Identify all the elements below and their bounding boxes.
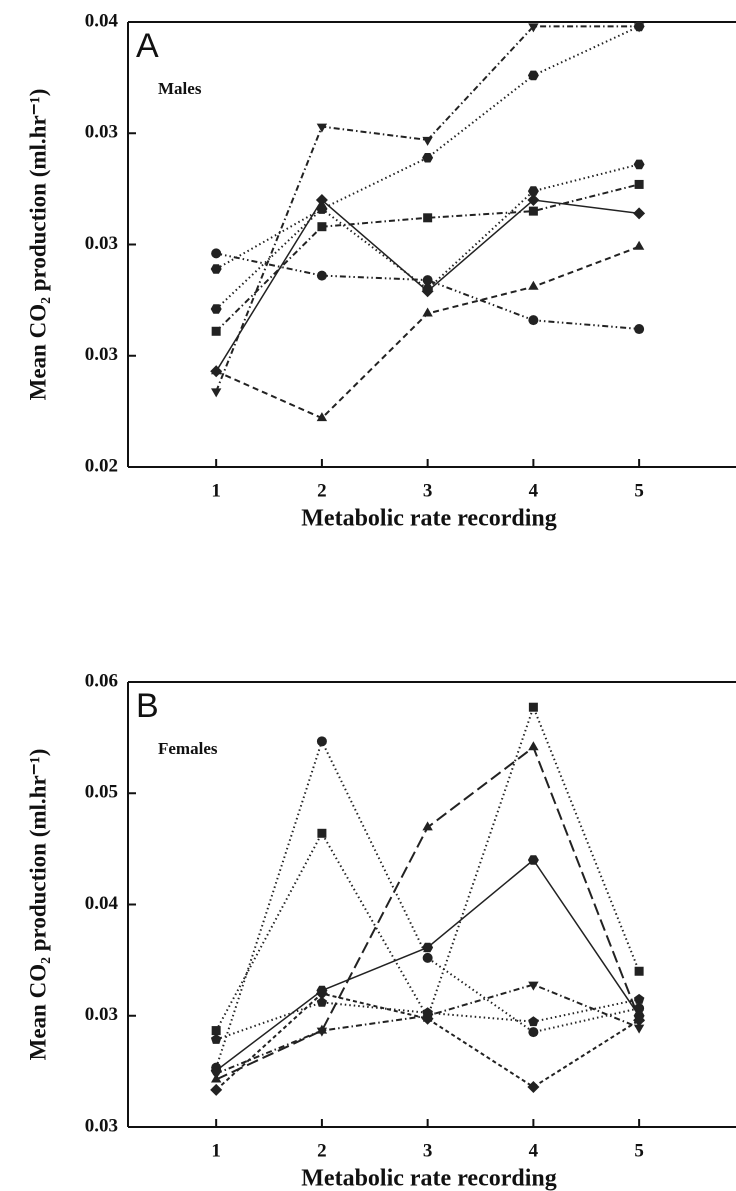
panel-label: B [136,687,159,725]
marker [528,702,538,712]
marker [528,23,539,33]
marker [422,275,433,286]
marker [210,264,222,274]
annotation: Males [158,79,202,98]
marker [210,1083,223,1096]
marker [634,1003,645,1014]
y-tick-label: 0.05 [85,782,118,803]
x-tick-label: 5 [634,1140,644,1161]
marker [210,1034,222,1044]
x-tick-label: 4 [529,480,539,501]
x-axis-label: Metabolic rate recording [301,1166,556,1191]
marker [422,821,433,831]
x-tick-label: 1 [211,1140,221,1161]
marker [527,855,539,865]
marker [528,280,539,290]
y-tick-label: 0.03 [85,344,118,365]
marker [210,304,222,314]
y-tick-label: 0.03 [85,1115,118,1136]
marker [528,206,538,216]
marker [528,1027,539,1038]
marker [316,1027,328,1037]
marker [633,1024,645,1034]
marker [422,1012,433,1022]
marker [527,194,540,206]
marker [211,1062,222,1073]
x-tick-label: 2 [317,480,327,501]
marker [633,993,645,1004]
x-tick-label: 3 [423,1140,433,1161]
marker [316,412,328,422]
marker [422,307,433,317]
marker [527,70,539,81]
series-line [215,183,640,333]
y-tick-label: 0.04 [85,10,119,31]
series-line [215,163,640,291]
x-tick-label: 3 [423,480,433,501]
panel-label: A [136,27,159,65]
marker [211,365,222,375]
y-tick-label: 0.03 [85,122,118,143]
marker [316,996,328,1007]
marker [422,153,434,163]
marker [315,194,328,206]
marker [211,388,222,398]
marker [422,284,434,294]
series-line [215,704,641,1032]
series-line [215,858,640,1072]
marker [528,741,539,751]
marker [422,136,433,146]
y-tick-label: 0.04 [85,893,119,914]
x-tick-label: 2 [317,1140,327,1161]
marker [634,179,644,189]
annotation: Females [158,739,218,758]
marker [211,248,222,259]
marker [633,159,645,170]
marker [317,828,327,838]
y-axis-label: Mean CO₂ production (ml.hr⁻¹) [25,749,50,1061]
marker [211,326,221,336]
marker [634,324,645,335]
marker [527,1081,540,1093]
marker [633,1014,646,1027]
marker [211,1026,221,1036]
series-line [215,252,640,330]
marker [316,270,327,281]
marker [527,186,539,196]
marker [317,222,327,232]
series-line [215,245,640,420]
y-tick-label: 0.02 [85,455,118,476]
marker [211,1070,222,1080]
marker [315,987,328,1000]
marker [422,942,434,953]
series-line [215,25,640,310]
x-tick-label: 5 [634,480,644,501]
marker [316,736,327,747]
marker [633,207,646,220]
marker [634,966,644,976]
marker [528,315,539,326]
series-line [215,745,641,1081]
y-tick-label: 0.03 [85,233,118,254]
marker [316,123,328,133]
marker [423,213,433,223]
x-axis-label: Metabolic rate recording [301,506,556,532]
marker [528,1016,539,1027]
series-line [215,25,640,392]
y-tick-label: 0.06 [85,670,118,691]
y-axis-label: Mean CO₂ production (ml.hr⁻¹) [25,89,50,401]
marker [528,981,539,991]
marker [316,204,328,214]
y-tick-label: 0.03 [85,1004,118,1025]
x-tick-label: 4 [529,1140,539,1161]
x-tick-label: 1 [211,480,221,501]
marker [633,240,645,250]
marker [422,952,433,963]
marker [633,21,645,32]
series-line [215,998,640,1041]
